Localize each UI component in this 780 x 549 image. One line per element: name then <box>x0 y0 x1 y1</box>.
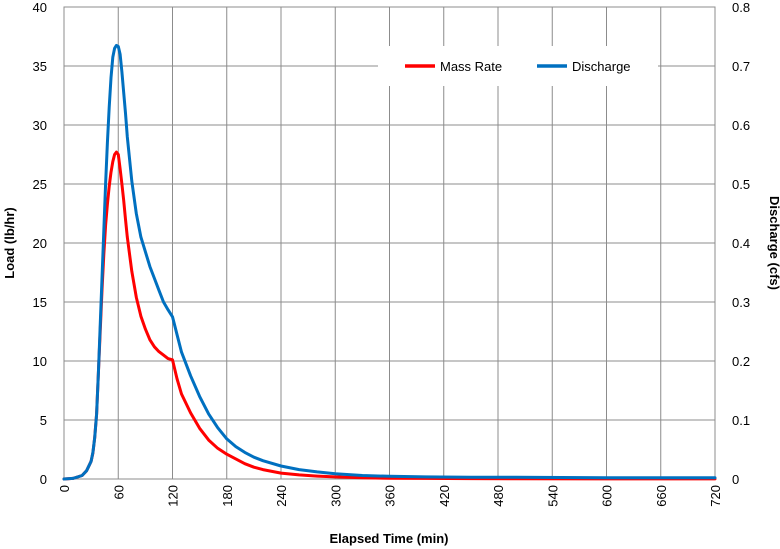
y-tick-label: 25 <box>33 177 47 192</box>
legend-label-discharge: Discharge <box>572 59 631 74</box>
x-tick-label: 540 <box>545 485 560 507</box>
y2-tick-label: 0.8 <box>732 0 750 15</box>
y2-tick-label: 0.2 <box>732 354 750 369</box>
legend: Mass Rate Discharge <box>378 46 658 86</box>
x-tick-label: 60 <box>111 485 126 499</box>
y2-tick-label: 0.6 <box>732 118 750 133</box>
y2-tick-label: 0 <box>732 472 739 487</box>
x-tick-label: 720 <box>708 485 723 507</box>
y-tick-label: 35 <box>33 59 47 74</box>
y2-tick-label: 0.3 <box>732 295 750 310</box>
x-tick-label: 600 <box>600 485 615 507</box>
y-tick-label: 40 <box>33 0 47 15</box>
y2-tick-label: 0.4 <box>732 236 750 251</box>
x-tick-label: 480 <box>491 485 506 507</box>
y-tick-label: 0 <box>40 472 47 487</box>
x-tick-label: 240 <box>274 485 289 507</box>
y2-tick-label: 0.5 <box>732 177 750 192</box>
x-tick-label: 300 <box>328 485 343 507</box>
y-tick-label: 5 <box>40 413 47 428</box>
legend-label-mass-rate: Mass Rate <box>440 59 502 74</box>
y-tick-label: 15 <box>33 295 47 310</box>
y-tick-label: 30 <box>33 118 47 133</box>
x-tick-label: 360 <box>383 485 398 507</box>
x-tick-label: 180 <box>220 485 235 507</box>
x-tick-label: 420 <box>437 485 452 507</box>
x-axis-ticks: 0 60 120 180 240 300 360 420 480 540 600 660 720 <box>57 485 723 507</box>
series-layer <box>62 43 717 481</box>
y2-axis-ticks: 0 0.1 0.2 0.3 0.4 0.5 0.6 0.7 0.8 <box>732 0 750 487</box>
series-line-discharge <box>62 43 717 481</box>
y-tick-label: 20 <box>33 236 47 251</box>
y-tick-label: 10 <box>33 354 47 369</box>
x-tick-label: 120 <box>166 485 181 507</box>
y2-tick-label: 0.7 <box>732 59 750 74</box>
y-axis-title: Load (lb/hr) <box>2 207 17 279</box>
y2-axis-title: Discharge (cfs) <box>767 196 780 290</box>
y2-tick-label: 0.1 <box>732 413 750 428</box>
y-axis-ticks: 0 5 10 15 20 25 30 35 40 <box>33 0 47 487</box>
x-tick-label: 0 <box>57 485 72 492</box>
x-tick-label: 660 <box>654 485 669 507</box>
x-axis-title: Elapsed Time (min) <box>330 531 449 546</box>
